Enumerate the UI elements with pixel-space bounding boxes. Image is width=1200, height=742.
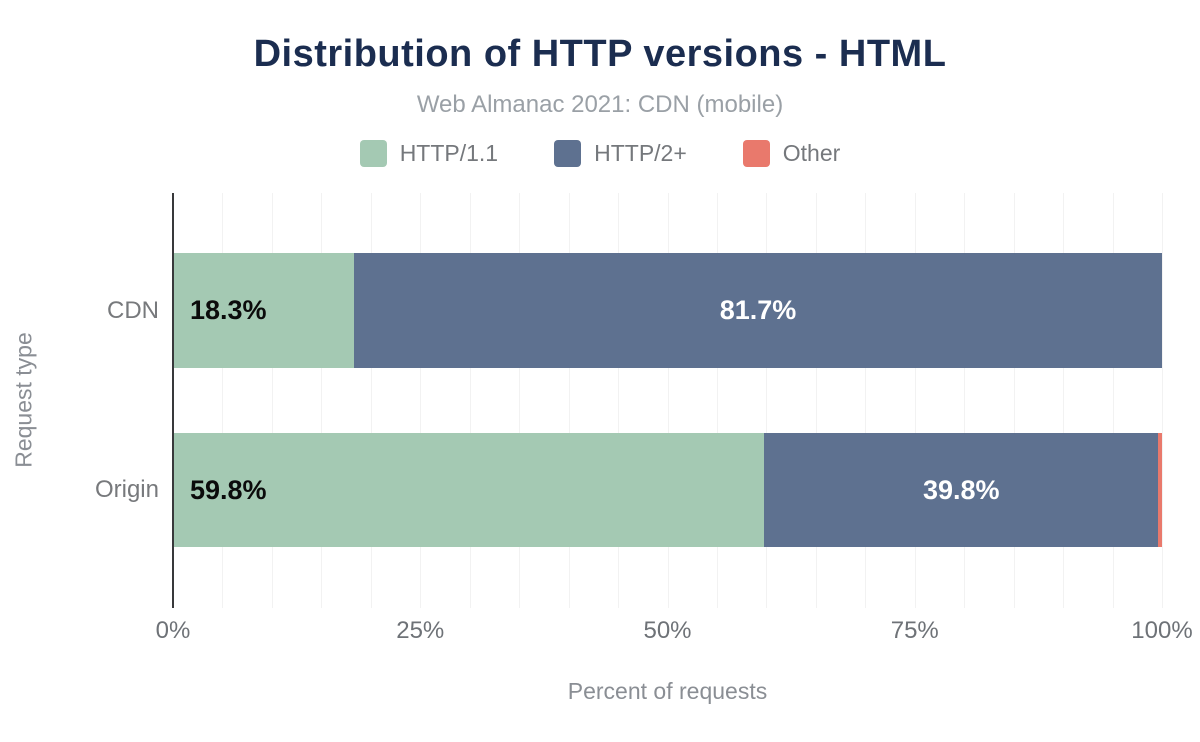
legend-label: HTTP/1.1 — [399, 140, 499, 166]
gridline — [420, 193, 422, 608]
gridline — [914, 193, 916, 608]
legend-swatch-other-icon — [742, 140, 770, 167]
bar-segment-cdn-http2: 81.7% — [353, 253, 1162, 368]
legend-label: Other — [782, 140, 841, 166]
gridline — [964, 193, 966, 608]
gridline — [716, 193, 718, 608]
bar-segment-origin-http11: 59.8% — [173, 433, 765, 547]
gridline — [1112, 193, 1114, 608]
legend-item-http2: HTTP/2+ — [554, 140, 687, 167]
legend-label: HTTP/2+ — [594, 140, 687, 166]
gridline — [815, 193, 817, 608]
gridline — [321, 193, 323, 608]
legend-item-other: Other — [742, 140, 841, 167]
gridline — [1162, 193, 1163, 608]
bar-value-label: 18.3% — [190, 295, 267, 325]
bar-origin: Origin 59.8% 39.8% — [95, 433, 1162, 547]
category-label-cdn: CDN — [107, 297, 159, 324]
bar-value-label: 81.7% — [719, 295, 797, 325]
bar-cdn: CDN 18.3% 81.7% — [107, 253, 1162, 368]
chart-subtitle: Web Almanac 2021: CDN (mobile) — [416, 91, 784, 118]
gridline — [766, 193, 768, 608]
gridline — [519, 193, 521, 608]
gridline — [667, 193, 669, 608]
x-tick-25: 25% — [396, 617, 445, 644]
chart-title: Distribution of HTTP versions - HTML — [253, 33, 947, 75]
x-tick-0: 0% — [155, 617, 191, 644]
gridline — [865, 193, 867, 608]
x-tick-50: 50% — [643, 617, 692, 644]
gridline — [370, 193, 372, 608]
legend-swatch-http2-icon — [554, 140, 582, 167]
y-axis-title: Request type — [10, 332, 37, 468]
gridline — [568, 193, 570, 608]
x-tick-100: 100% — [1131, 617, 1193, 644]
y-axis-spine — [172, 193, 174, 608]
x-axis-title: Percent of requests — [567, 678, 768, 704]
bar-segment-origin-http2: 39.8% — [764, 433, 1159, 547]
gridline — [222, 193, 224, 608]
gridline — [1063, 193, 1065, 608]
legend-swatch-http11-icon — [359, 140, 387, 167]
bar-segment-origin-other — [1158, 433, 1162, 547]
category-label-origin: Origin — [94, 476, 159, 503]
legend: HTTP/1.1 HTTP/2+ Other — [0, 140, 1200, 167]
bar-value-label: 39.8% — [922, 474, 1000, 505]
gridline — [469, 193, 471, 608]
x-tick-75: 75% — [890, 617, 939, 644]
gridline — [618, 193, 620, 608]
gridline — [271, 193, 273, 608]
plot-area: CDN 18.3% 81.7% Origin 59.8% 39.8% 0% 25% … — [95, 193, 1193, 644]
gridline — [1013, 193, 1015, 608]
bar-value-label: 59.8% — [190, 474, 267, 505]
legend-item-http11: HTTP/1.1 — [359, 140, 499, 167]
bar-segment-cdn-http11: 18.3% — [173, 253, 354, 368]
